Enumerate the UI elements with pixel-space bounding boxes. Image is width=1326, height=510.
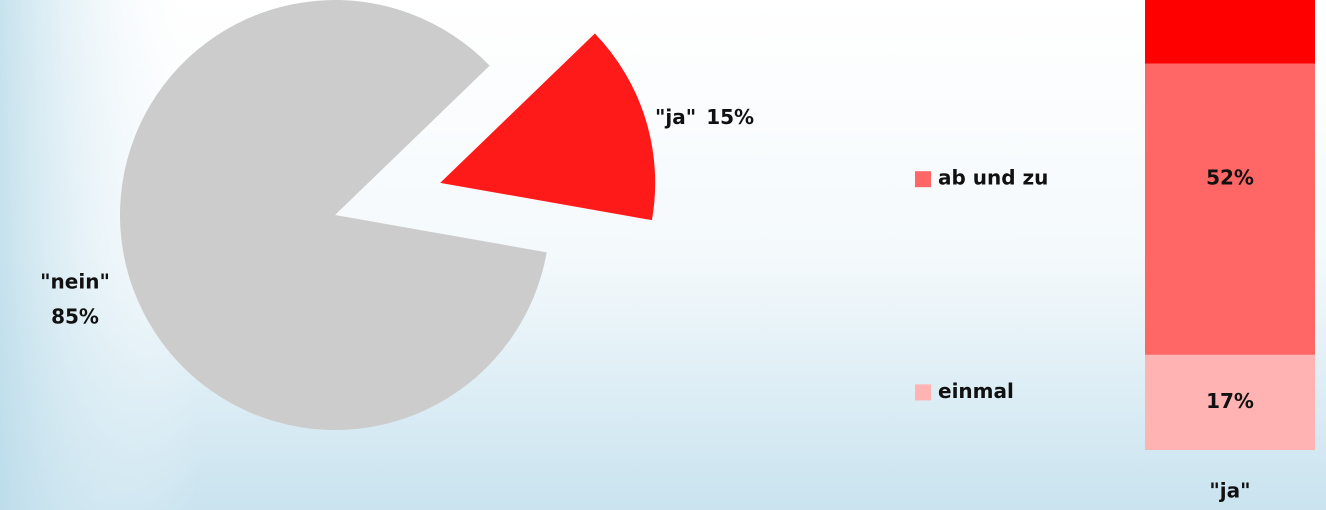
slice-label: "ja" 15% [655, 105, 754, 129]
legend-label: ab und zu [938, 166, 1048, 190]
slice-value: 15% [706, 105, 754, 129]
value-label: 17% [1206, 389, 1254, 413]
bar-segment [1145, 63, 1315, 355]
legend-swatch [915, 171, 931, 188]
legend-swatch [915, 384, 931, 401]
bar-segment [1145, 354, 1315, 450]
x-tick-label: "ja" [1209, 479, 1250, 503]
slice-category: "nein" [40, 270, 110, 294]
slice-category: "ja" [655, 105, 696, 129]
slice-value: 85% [51, 305, 99, 329]
bar-segment [1145, 0, 1315, 64]
value-label: 52% [1206, 166, 1254, 190]
pie-slice [440, 33, 656, 221]
legend-label: einmal [938, 379, 1014, 403]
pie-slice [120, 0, 547, 430]
